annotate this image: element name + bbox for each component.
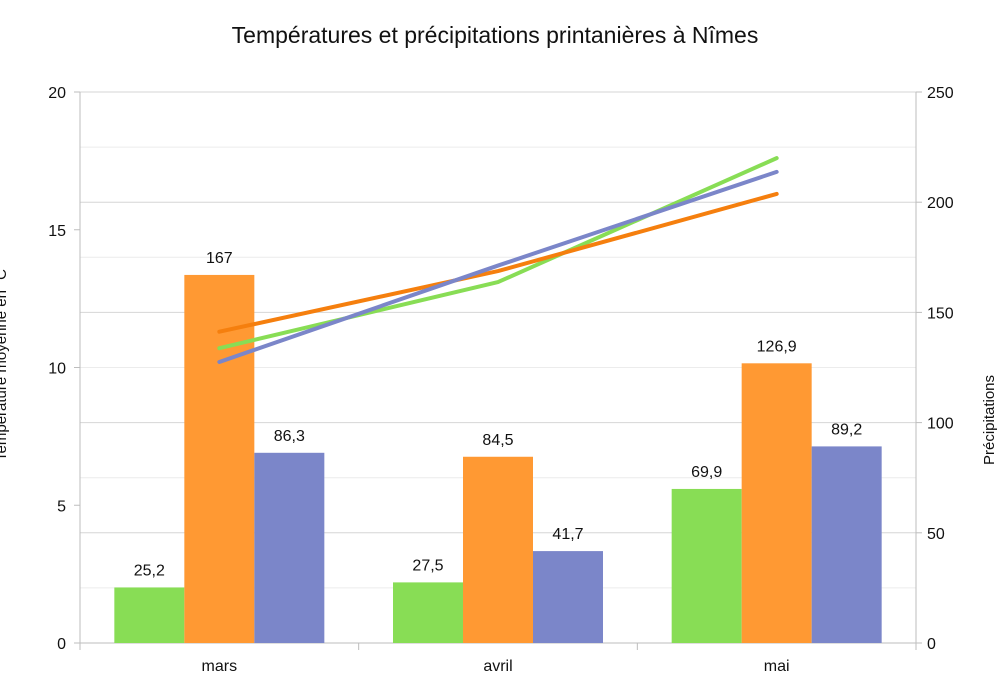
- series-line: [217, 191, 779, 334]
- bar: [254, 452, 325, 643]
- y-axis-left-title: Température moyenne en °C: [0, 269, 10, 461]
- y-right-tick-label: 0: [927, 636, 936, 653]
- y-left-tick-label: 0: [57, 636, 66, 653]
- y-right-tick-label: 250: [927, 85, 954, 102]
- bar: [741, 363, 812, 643]
- bar: [811, 446, 882, 643]
- y-axis-right-title: Précipitations: [981, 375, 998, 465]
- chart-title: Températures et précipitations printaniè…: [232, 22, 759, 48]
- data-label: 86,3: [274, 428, 305, 445]
- bars: [114, 274, 882, 643]
- data-label: 89,2: [831, 421, 862, 438]
- y-left-tick-label: 20: [48, 85, 66, 102]
- y-right-tick-label: 200: [927, 195, 954, 212]
- data-labels: 25,2 27,5 69,9 167 84,5 126,9 86,3 41,7 89,2: [134, 250, 863, 580]
- data-label: 27,5: [412, 557, 443, 574]
- data-label: 84,5: [482, 432, 513, 449]
- bar: [114, 587, 185, 643]
- data-label: 126,9: [757, 338, 797, 355]
- series-line: [217, 169, 779, 364]
- bar: [533, 551, 603, 643]
- y-right-tick-label: 150: [927, 305, 954, 322]
- data-label: 41,7: [552, 526, 583, 543]
- y-left-tick-label: 5: [57, 498, 66, 515]
- data-label: 167: [206, 250, 233, 267]
- y-right-tick-label: 50: [927, 526, 945, 543]
- bar: [671, 488, 742, 643]
- data-label: 25,2: [134, 562, 165, 579]
- trend-lines: [217, 156, 779, 364]
- data-label: 69,9: [691, 464, 722, 481]
- bar: [184, 274, 255, 643]
- bar: [463, 456, 533, 643]
- x-tick-label: avril: [483, 658, 512, 675]
- y-left-tick-label: 10: [48, 361, 66, 378]
- x-tick-label: mars: [202, 658, 238, 675]
- x-tick-label: mai: [764, 658, 790, 675]
- y-left-tick-label: 15: [48, 223, 66, 240]
- bar: [393, 582, 463, 643]
- series-line: [217, 156, 779, 351]
- y-right-tick-label: 100: [927, 416, 954, 433]
